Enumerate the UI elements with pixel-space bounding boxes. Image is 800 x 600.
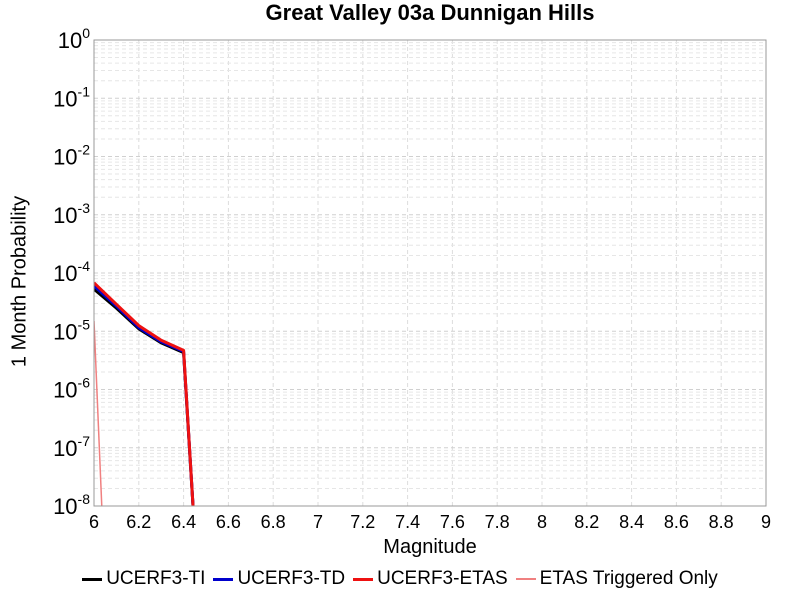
x-tick-label: 8.4: [619, 512, 644, 532]
y-tick-label: 10-8: [53, 491, 90, 519]
x-tick-label: 6.4: [171, 512, 196, 532]
legend-item: UCERF3-TD: [213, 568, 345, 590]
x-axis-label: Magnitude: [383, 536, 477, 558]
y-tick-label: 10-7: [53, 433, 90, 461]
legend-swatch: [82, 577, 103, 581]
x-tick-label: 6.2: [126, 512, 151, 532]
x-tick-label: 8.6: [664, 512, 689, 532]
x-tick-labels: 6 6.2 6.4 6.6 6.8 7 7.2 7.4 7.6 7.8 8 8.2 8.4 8.6 8.8 9: [89, 512, 771, 532]
legend-label: ETAS Triggered Only: [539, 568, 718, 589]
series-line-1: [94, 284, 195, 506]
x-tick-label: 8.2: [574, 512, 599, 532]
grid: [93, 40, 767, 507]
x-tick-label: 6.6: [216, 512, 241, 532]
series-line-0: [94, 287, 195, 506]
series-line-2: [94, 281, 195, 506]
legend-label: UCERF3-TD: [237, 568, 346, 589]
x-tick-label: 6: [89, 512, 99, 532]
x-tick-label: 7.4: [395, 512, 420, 532]
y-tick-label: 10-5: [53, 316, 90, 344]
y-tick-labels: 100 10-1 10-2 10-3 10-4 10-5 10-6 10-7 10-8: [53, 25, 90, 519]
x-tick-label: 7.2: [350, 512, 375, 532]
legend-label: UCERF3-ETAS: [377, 568, 508, 589]
y-axis-label: 1 Month Probability: [8, 195, 31, 368]
x-tick-label: 7: [313, 512, 323, 532]
chart-title: Great Valley 03a Dunnigan Hills: [265, 0, 595, 25]
y-tick-label: 10-3: [53, 200, 90, 228]
legend-label: UCERF3-TI: [106, 568, 206, 589]
series-lines: [94, 281, 195, 506]
series-line-3: [94, 320, 103, 506]
x-tick-label: 8.8: [709, 512, 734, 532]
y-tick-label: 10-4: [53, 258, 90, 286]
x-tick-label: 6.8: [261, 512, 286, 532]
x-tick-label: 9: [761, 512, 771, 532]
y-tick-label: 10-1: [53, 83, 90, 111]
y-tick-label: 100: [58, 25, 90, 53]
legend-item: UCERF3-TI: [82, 568, 205, 590]
x-tick-label: 8: [537, 512, 547, 532]
plot-frame: [93, 39, 767, 507]
x-tick-label: 7.6: [440, 512, 465, 532]
legend-swatch: [353, 577, 374, 581]
legend-item: UCERF3-ETAS: [353, 568, 508, 590]
legend: UCERF3-TI UCERF3-TD UCERF3-ETAS ETAS Trigge…: [0, 568, 800, 590]
x-tick-label: 7.8: [485, 512, 510, 532]
legend-swatch: [213, 577, 234, 581]
y-tick-label: 10-6: [53, 375, 90, 403]
legend-swatch: [515, 578, 536, 580]
y-tick-label: 10-2: [53, 142, 90, 170]
legend-item: ETAS Triggered Only: [515, 568, 718, 590]
